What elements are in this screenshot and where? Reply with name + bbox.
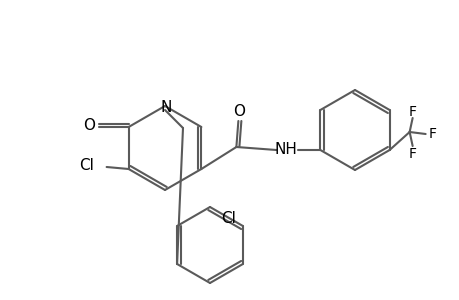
Text: O: O: [233, 104, 245, 119]
Text: NH: NH: [274, 142, 297, 158]
Text: O: O: [83, 118, 95, 134]
Text: N: N: [160, 100, 171, 116]
Text: F: F: [408, 147, 416, 161]
Text: Cl: Cl: [220, 212, 235, 226]
Text: F: F: [428, 127, 436, 141]
Text: Cl: Cl: [78, 158, 94, 172]
Text: F: F: [408, 105, 416, 119]
